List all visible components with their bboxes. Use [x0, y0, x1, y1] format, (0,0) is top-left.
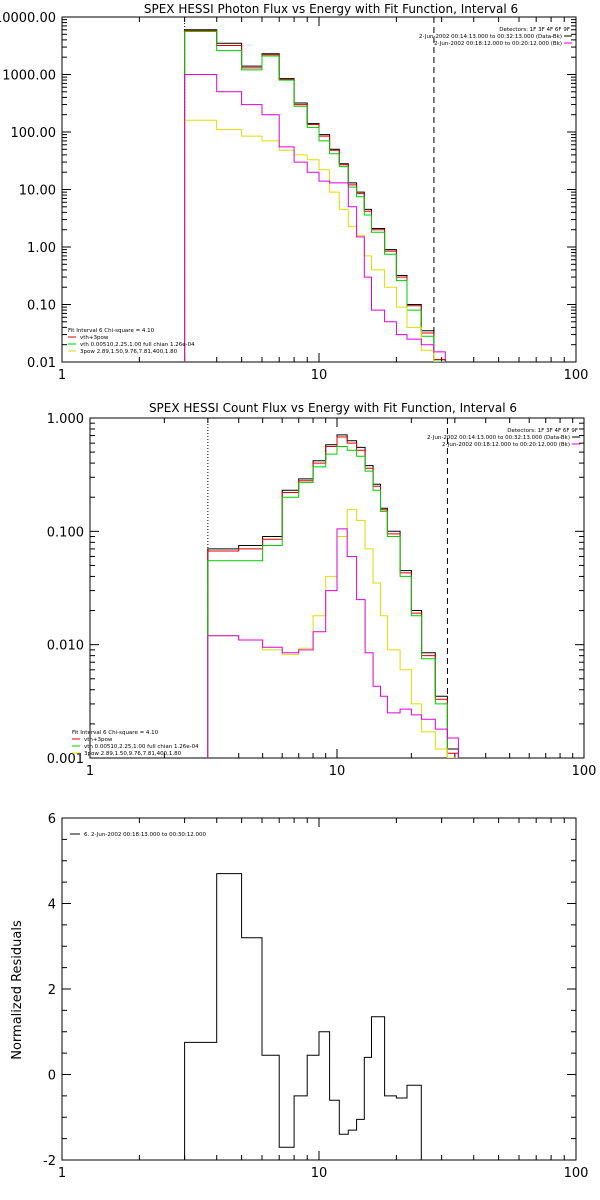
x-tick-label: 100 — [564, 1166, 589, 1181]
y-tick-label: 0.010 — [47, 639, 84, 654]
series-3-line — [207, 509, 459, 758]
y-tick-label: 0.001 — [47, 752, 84, 767]
count-flux-info-right: Detectors: 1F 3F 4F 6F 9F 2-Jun-2002 00:… — [427, 428, 580, 448]
series-0-line — [184, 873, 435, 1160]
x-tick-label: 1 — [58, 368, 66, 383]
count-data-interval-text: 2-Jun-2002 00:14:13.000 to 00:32:13.000 … — [427, 435, 570, 441]
x-tick-label: 1 — [58, 1166, 66, 1181]
count-flux-info-left: Fit Interval 6 Chi-square = 4.10 vth+3po… — [72, 730, 199, 757]
y-tick-label: 10000.00 — [0, 11, 56, 26]
y-tick-label: -2 — [43, 1154, 56, 1169]
plot-area — [207, 418, 459, 758]
y-tick-label: 100.00 — [11, 126, 57, 141]
y-tick-label: 0.100 — [47, 525, 84, 540]
photon-bk-interval-text: 2-Jun-2002 00:18:12.000 to 00:20:12.000 … — [434, 41, 562, 47]
y-tick-label: 0 — [48, 1069, 56, 1084]
y-tick-label: 0.01 — [27, 356, 56, 371]
x-tick-label: 100 — [572, 764, 597, 779]
series-4-line — [207, 528, 459, 758]
photon-detectors-text: Detectors: 1F 3F 4F 6F 9F — [499, 27, 570, 33]
x-tick-label: 100 — [564, 368, 589, 383]
series-3-line — [184, 119, 435, 362]
series-1-line — [184, 30, 446, 362]
series-0-line — [207, 434, 459, 758]
count-detectors-text: Detectors: 1F 3F 4F 6F 9F — [507, 428, 578, 434]
y-tick-label: 2 — [48, 983, 56, 998]
residuals-legend-text: 6. 2-Jun-2002 00:18:13.000 to 00:30:12.0… — [84, 832, 207, 838]
residuals-y-axis-label: Normalized Residuals — [10, 920, 25, 1060]
photon-data-interval-text: 2-Jun-2002 00:14:13.000 to 00:32:13.000 … — [419, 34, 562, 40]
series-4-line — [184, 74, 446, 362]
photon-flux-info-right: Detectors: 1F 3F 4F 6F 9F 2-Jun-2002 00:… — [419, 27, 572, 47]
series-0-line — [184, 29, 446, 362]
photon-flux-frame — [61, 16, 577, 363]
x-tick-label: 1 — [86, 764, 94, 779]
photon-fit-total-text: vth+3pow — [80, 335, 109, 341]
photon-fit-interval-text: Fit Interval 6 Chi-square = 4.10 — [68, 328, 155, 334]
y-tick-label: 4 — [48, 898, 56, 913]
y-tick-label: 1.000 — [47, 412, 84, 427]
x-tick-label: 10 — [311, 1166, 328, 1181]
count-fit-3pow-text: 3pow 2.89,1.50,9.76,7.81,400,1.80 — [84, 751, 182, 757]
y-tick-label: 6 — [48, 812, 56, 827]
photon-fit-3pow-text: 3pow 2.89,1.50,9.76,7.81,400,1.80 — [80, 349, 178, 355]
photon-fit-vth-text: vth 0.00510,2.25,1.00 full chian 1.26e-0… — [80, 342, 195, 348]
count-flux-title: SPEX HESSI Count Flux vs Energy with Fit… — [149, 401, 517, 415]
y-tick-label: 10.00 — [19, 184, 56, 199]
plot-area — [184, 17, 446, 362]
count-fit-interval-text: Fit Interval 6 Chi-square = 4.10 — [72, 730, 159, 736]
count-bk-interval-text: 2-Jun-2002 00:18:12.000 to 00:20:12.000 … — [442, 442, 570, 448]
residuals-panel: 1 10 100 6 4 2 0 -2 Normalized Residuals 6. 2-J… — [10, 812, 588, 1181]
x-tick-label: 10 — [311, 368, 328, 383]
y-tick-label: 0.10 — [27, 299, 56, 314]
series-2-line — [207, 446, 459, 758]
y-tick-label: 1000.00 — [2, 69, 56, 84]
plot-area — [184, 873, 435, 1160]
photon-flux-info-left: Fit Interval 6 Chi-square = 4.10 vth+3po… — [68, 328, 195, 355]
count-fit-vth-text: vth 0.00510,2.25,1.00 full chian 1.26e-0… — [84, 744, 199, 750]
photon-flux-panel: SPEX HESSI Photon Flux vs Energy with Fi… — [0, 2, 588, 383]
photon-flux-title: SPEX HESSI Photon Flux vs Energy with Fi… — [144, 2, 518, 16]
count-fit-total-text: vth+3pow — [84, 737, 113, 743]
series-1-line — [207, 436, 459, 758]
x-tick-label: 10 — [329, 764, 346, 779]
residuals-frame — [61, 817, 577, 1161]
series-2-line — [184, 31, 446, 362]
count-flux-panel: SPEX HESSI Count Flux vs Energy with Fit… — [47, 401, 597, 779]
y-tick-label: 1.00 — [27, 241, 56, 256]
